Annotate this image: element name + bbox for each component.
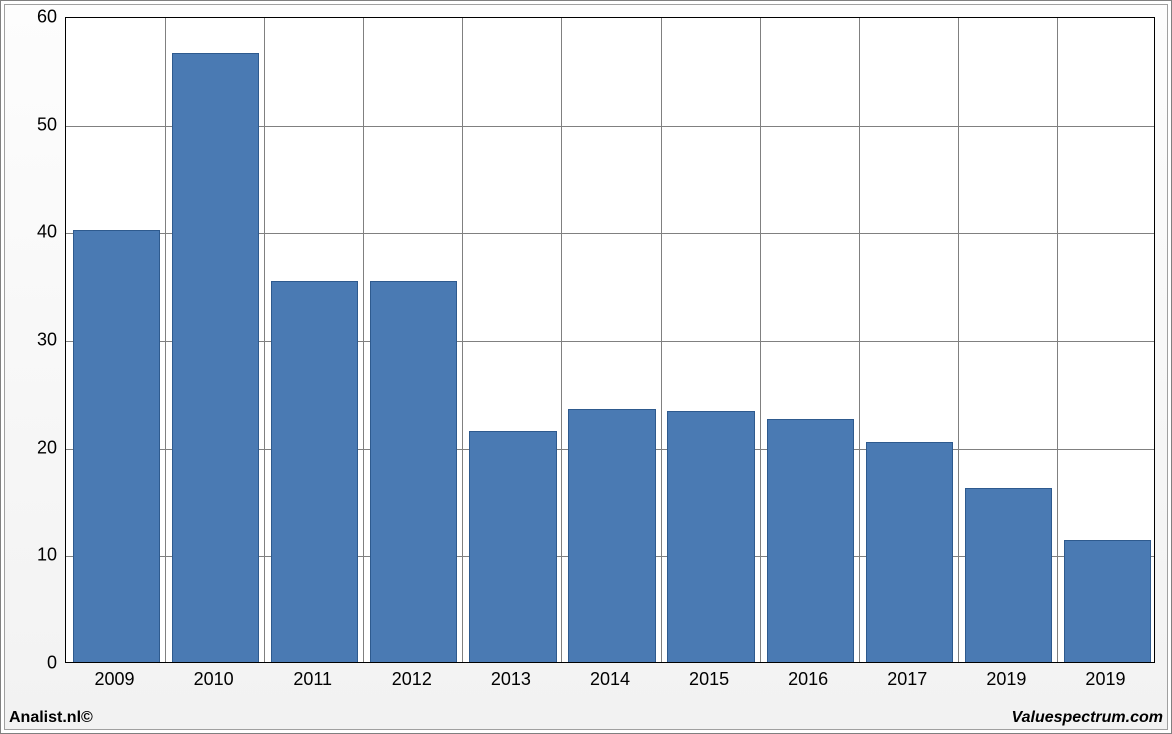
- bar: [1064, 540, 1151, 662]
- x-axis-tick-label: 2010: [194, 669, 234, 690]
- x-axis-tick-label: 2019: [986, 669, 1026, 690]
- bar: [271, 281, 358, 662]
- chart-wrapper: 0 10 20 30 40 50 60 2009 2010 2011 2012 2013 2014 201…: [5, 5, 1167, 699]
- gridline-vertical: [958, 18, 959, 662]
- y-axis-tick-label: 50: [17, 114, 57, 135]
- bar: [370, 281, 457, 662]
- x-axis-tick-label: 2011: [293, 669, 332, 690]
- gridline-vertical: [561, 18, 562, 662]
- y-axis-tick-label: 40: [17, 222, 57, 243]
- bar: [767, 419, 854, 662]
- bar: [73, 230, 160, 662]
- bar: [965, 488, 1052, 662]
- attribution-left: Analist.nl©: [9, 709, 93, 727]
- y-axis-tick-label: 20: [17, 437, 57, 458]
- chart-outer-frame: 0 10 20 30 40 50 60 2009 2010 2011 2012 2013 2014 201…: [0, 0, 1172, 734]
- bar: [568, 409, 655, 662]
- gridline-vertical: [363, 18, 364, 662]
- gridline-vertical: [264, 18, 265, 662]
- gridline-vertical: [661, 18, 662, 662]
- y-axis-tick-label: 10: [17, 545, 57, 566]
- gridline-vertical: [859, 18, 860, 662]
- bar: [667, 411, 754, 662]
- x-axis-tick-label: 2019: [1085, 669, 1125, 690]
- bar: [469, 431, 556, 662]
- chart-inner-frame: 0 10 20 30 40 50 60 2009 2010 2011 2012 2013 2014 201…: [4, 4, 1168, 730]
- gridline-vertical: [165, 18, 166, 662]
- x-axis-tick-label: 2014: [590, 669, 630, 690]
- x-axis-tick-label: 2013: [491, 669, 531, 690]
- bar: [866, 442, 953, 662]
- gridline-vertical: [462, 18, 463, 662]
- x-axis-tick-label: 2012: [392, 669, 432, 690]
- x-axis-tick-label: 2017: [887, 669, 927, 690]
- y-axis-tick-label: 60: [17, 7, 57, 28]
- y-axis-tick-label: 0: [17, 653, 57, 674]
- gridline-vertical: [1057, 18, 1058, 662]
- x-axis-tick-label: 2015: [689, 669, 729, 690]
- y-axis-tick-label: 30: [17, 330, 57, 351]
- gridline-vertical: [760, 18, 761, 662]
- attribution-right: Valuespectrum.com: [1012, 709, 1163, 727]
- bar: [172, 53, 259, 662]
- x-axis-tick-label: 2009: [95, 669, 135, 690]
- x-axis-tick-label: 2016: [788, 669, 828, 690]
- plot-area: [65, 17, 1155, 663]
